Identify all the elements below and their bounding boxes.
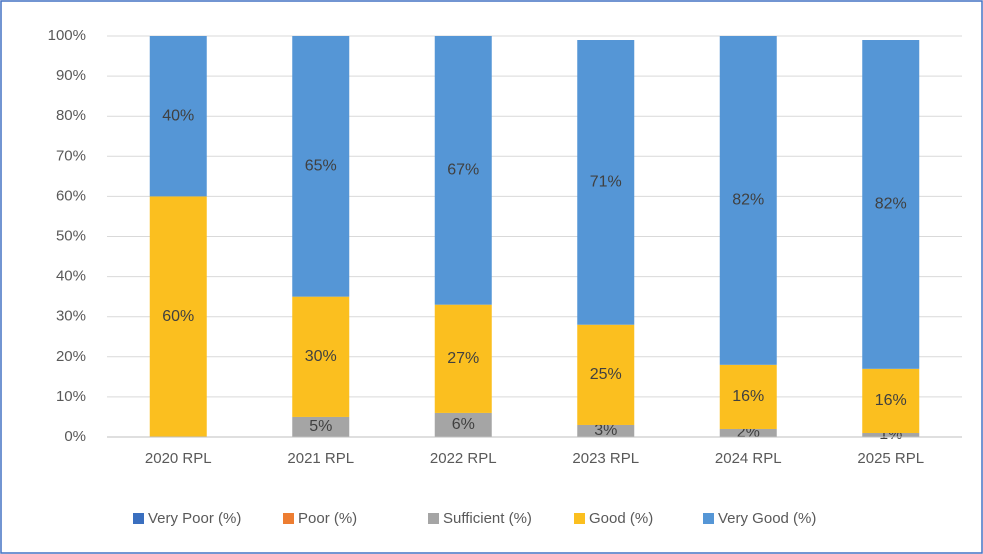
- bar-segment: [577, 40, 635, 325]
- bar-segment: [149, 36, 207, 197]
- bar-segment: [862, 368, 920, 433]
- data-label: 40%: [162, 107, 194, 124]
- legend-swatch: [574, 513, 585, 524]
- data-label: 60%: [162, 308, 194, 325]
- y-tick-label: 60%: [56, 187, 86, 204]
- data-label: 82%: [875, 196, 907, 213]
- data-label: 16%: [732, 388, 764, 405]
- x-tick-label: 2025 RPL: [857, 450, 924, 467]
- y-tick-label: 90%: [56, 67, 86, 84]
- y-tick-label: 50%: [56, 227, 86, 244]
- data-label: 3%: [594, 422, 617, 439]
- legend-swatch: [283, 513, 294, 524]
- legend-swatch: [133, 513, 144, 524]
- bar-segment: [292, 36, 350, 297]
- y-tick-label: 10%: [56, 388, 86, 405]
- x-tick-label: 2024 RPL: [715, 450, 782, 467]
- y-tick-label: 70%: [56, 147, 86, 164]
- y-tick-label: 40%: [56, 268, 86, 285]
- bar-segment: [292, 296, 350, 417]
- data-label: 16%: [875, 392, 907, 409]
- x-tick-label: 2021 RPL: [287, 450, 354, 467]
- legend-label: Good (%): [589, 510, 653, 527]
- legend-swatch: [428, 513, 439, 524]
- legend-label: Very Poor (%): [148, 510, 241, 527]
- data-label: 27%: [447, 350, 479, 367]
- legend-label: Sufficient (%): [443, 510, 532, 527]
- legend-label: Very Good (%): [718, 510, 816, 527]
- data-label: 67%: [447, 162, 479, 179]
- y-tick-label: 30%: [56, 308, 86, 325]
- bar-segment: [719, 428, 777, 437]
- y-tick-label: 20%: [56, 348, 86, 365]
- bar-segment: [434, 36, 492, 305]
- legend-swatch: [703, 513, 714, 524]
- data-label: 65%: [305, 158, 337, 175]
- x-tick-label: 2023 RPL: [572, 450, 639, 467]
- x-tick-label: 2020 RPL: [145, 450, 212, 467]
- data-label: 71%: [590, 174, 622, 191]
- bar-segment: [719, 36, 777, 365]
- data-label: 5%: [309, 418, 332, 435]
- bar-segment: [434, 304, 492, 413]
- data-label: 82%: [732, 192, 764, 209]
- data-label: 25%: [590, 366, 622, 383]
- data-label: 6%: [452, 416, 475, 433]
- bar-segment: [862, 40, 920, 369]
- data-label: 30%: [305, 348, 337, 365]
- legend-label: Poor (%): [298, 510, 357, 527]
- y-tick-label: 100%: [48, 27, 86, 44]
- bar-segment: [434, 412, 492, 437]
- x-tick-label: 2022 RPL: [430, 450, 497, 467]
- y-tick-label: 0%: [64, 428, 86, 445]
- bar-segment: [292, 416, 350, 437]
- bar-segment: [719, 364, 777, 429]
- bar-segment: [577, 324, 635, 425]
- bar-segment: [862, 432, 920, 437]
- bar-segment: [577, 424, 635, 437]
- bar-segment: [149, 196, 207, 437]
- y-tick-label: 80%: [56, 107, 86, 124]
